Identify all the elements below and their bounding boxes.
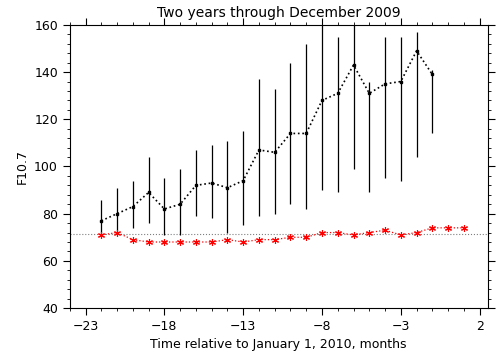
X-axis label: Time relative to January 1, 2010, months: Time relative to January 1, 2010, months xyxy=(150,338,407,351)
Y-axis label: F10.7: F10.7 xyxy=(16,149,28,184)
Title: Two years through December 2009: Two years through December 2009 xyxy=(157,6,400,20)
